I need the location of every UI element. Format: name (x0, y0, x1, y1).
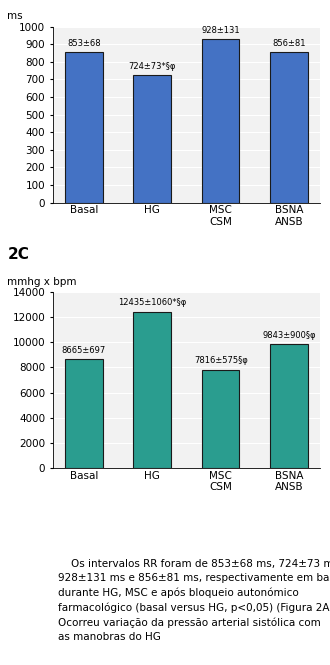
Text: 724±73*§φ: 724±73*§φ (129, 62, 176, 70)
Text: 9843±900§φ: 9843±900§φ (262, 331, 316, 340)
Text: 12435±1060*§φ: 12435±1060*§φ (118, 299, 186, 307)
Text: 7816±575§φ: 7816±575§φ (194, 356, 248, 365)
Text: mmhg x bpm: mmhg x bpm (7, 277, 77, 287)
Text: 856±81: 856±81 (272, 39, 306, 48)
Bar (202, 39, 240, 203)
Text: ms: ms (7, 11, 23, 21)
Text: 853±68: 853±68 (67, 39, 101, 48)
Bar (133, 75, 171, 203)
Text: 928±131: 928±131 (201, 26, 240, 35)
Bar (270, 52, 308, 203)
Text: Os intervalos RR foram de 853±68 ms, 724±73 ms,
928±131 ms e 856±81 ms, respecti: Os intervalos RR foram de 853±68 ms, 724… (58, 559, 330, 642)
Text: 2C: 2C (7, 247, 29, 262)
Bar (65, 359, 103, 468)
Bar (65, 53, 103, 203)
Bar (133, 312, 171, 468)
Bar (270, 344, 308, 468)
Text: 8665±697: 8665±697 (62, 346, 106, 354)
Bar (202, 370, 240, 468)
